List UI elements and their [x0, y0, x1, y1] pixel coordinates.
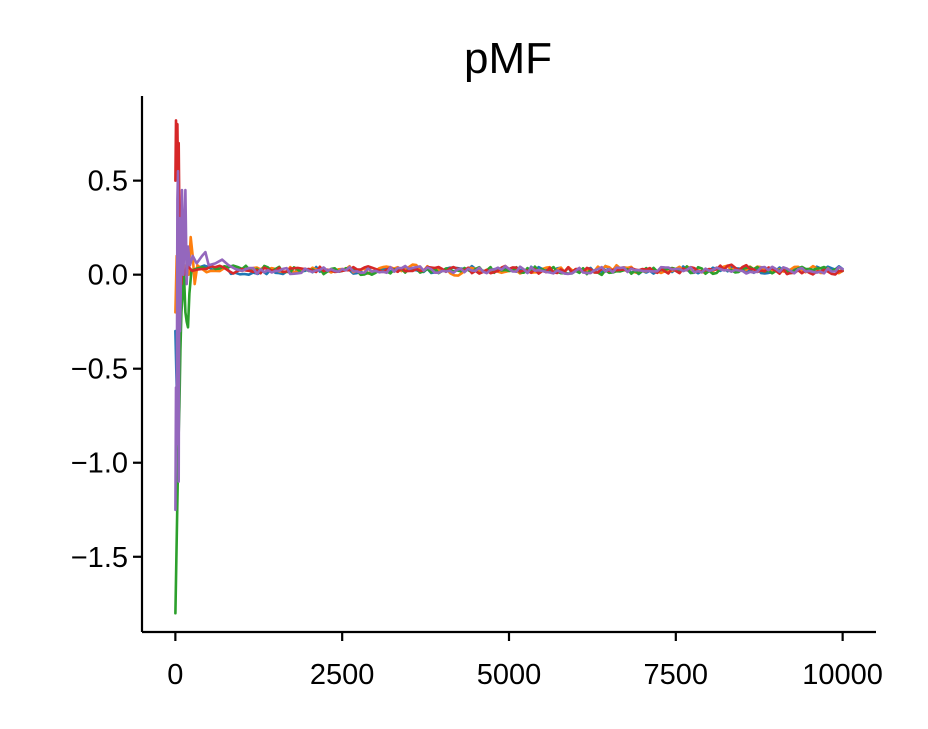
- y-tick-label: −0.5: [71, 354, 128, 386]
- y-axis-ticks: 0.5 0.0 −0.5 −1.0 −1.5: [71, 166, 142, 574]
- y-tick-label: 0.0: [88, 260, 128, 292]
- y-tick-label: −1.0: [71, 448, 128, 480]
- x-axis-ticks: 0 2500 5000 7500 10000: [167, 632, 883, 691]
- chart-title: pMF: [464, 34, 552, 83]
- series-line-5: [174, 169, 844, 512]
- series-line-1: [174, 235, 844, 389]
- x-tick-label: 7500: [644, 659, 709, 691]
- x-tick-label: 2500: [310, 659, 375, 691]
- x-tick-label: 5000: [477, 659, 542, 691]
- y-tick-label: −1.5: [71, 542, 128, 574]
- series-line-3: [174, 264, 844, 615]
- series-layer: [174, 119, 844, 615]
- series-line-4: [174, 119, 844, 286]
- x-tick-label: 10000: [802, 659, 883, 691]
- series-line-2: [174, 235, 844, 333]
- x-tick-label: 0: [167, 659, 183, 691]
- y-tick-label: 0.5: [88, 166, 128, 198]
